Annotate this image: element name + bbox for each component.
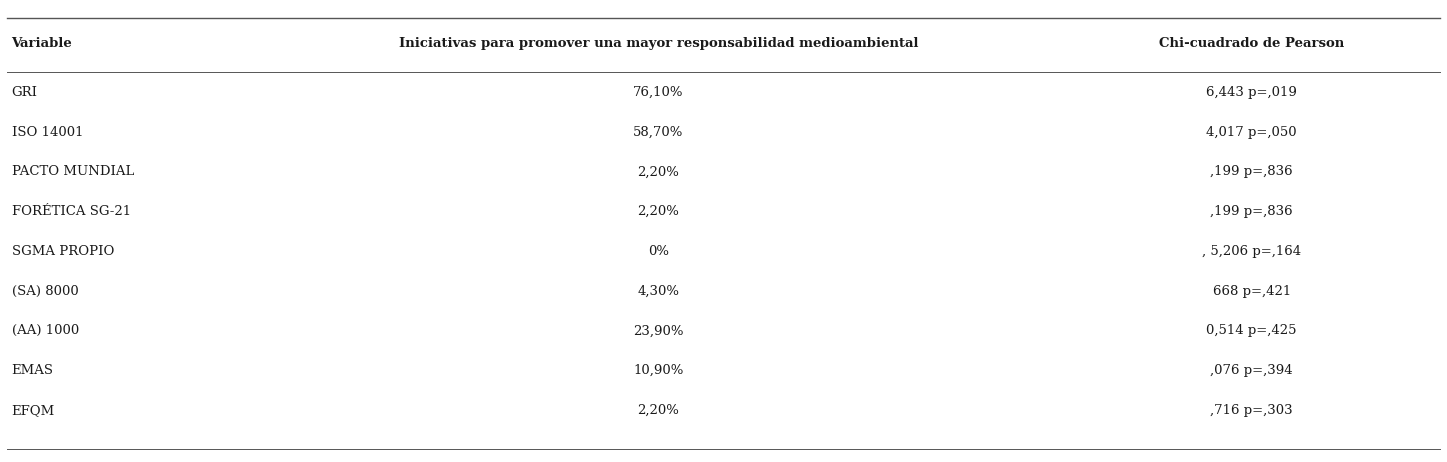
Text: ,076 p=,394: ,076 p=,394 <box>1210 364 1294 377</box>
Text: 0,514 p=,425: 0,514 p=,425 <box>1207 324 1297 337</box>
Text: PACTO MUNDIAL: PACTO MUNDIAL <box>12 165 135 178</box>
Text: 2,20%: 2,20% <box>638 404 679 417</box>
Text: 2,20%: 2,20% <box>638 165 679 178</box>
Text: , 5,206 p=,164: , 5,206 p=,164 <box>1202 245 1301 258</box>
Text: ISO 14001: ISO 14001 <box>12 126 82 139</box>
Text: 10,90%: 10,90% <box>634 364 683 377</box>
Text: GRI: GRI <box>12 86 38 99</box>
Text: Variable: Variable <box>12 37 72 50</box>
Text: 4,30%: 4,30% <box>637 285 680 298</box>
Text: ,199 p=,836: ,199 p=,836 <box>1210 205 1294 218</box>
Text: 58,70%: 58,70% <box>634 126 683 139</box>
Text: EFQM: EFQM <box>12 404 55 417</box>
Text: ,716 p=,303: ,716 p=,303 <box>1210 404 1294 417</box>
Text: 2,20%: 2,20% <box>638 205 679 218</box>
Text: Chi-cuadrado de Pearson: Chi-cuadrado de Pearson <box>1159 37 1344 50</box>
Text: FORÉTICA SG-21: FORÉTICA SG-21 <box>12 205 130 218</box>
Text: ,199 p=,836: ,199 p=,836 <box>1210 165 1294 178</box>
Text: 76,10%: 76,10% <box>634 86 683 99</box>
Text: EMAS: EMAS <box>12 364 54 377</box>
Text: (AA) 1000: (AA) 1000 <box>12 324 78 337</box>
Text: Iniciativas para promover una mayor responsabilidad medioambiental: Iniciativas para promover una mayor resp… <box>398 37 919 50</box>
Text: SGMA PROPIO: SGMA PROPIO <box>12 245 114 258</box>
Text: (SA) 8000: (SA) 8000 <box>12 285 78 298</box>
Text: 0%: 0% <box>648 245 669 258</box>
Text: 6,443 p=,019: 6,443 p=,019 <box>1207 86 1297 99</box>
Text: 4,017 p=,050: 4,017 p=,050 <box>1207 126 1297 139</box>
Text: 23,90%: 23,90% <box>634 324 683 337</box>
Text: 668 p=,421: 668 p=,421 <box>1213 285 1291 298</box>
